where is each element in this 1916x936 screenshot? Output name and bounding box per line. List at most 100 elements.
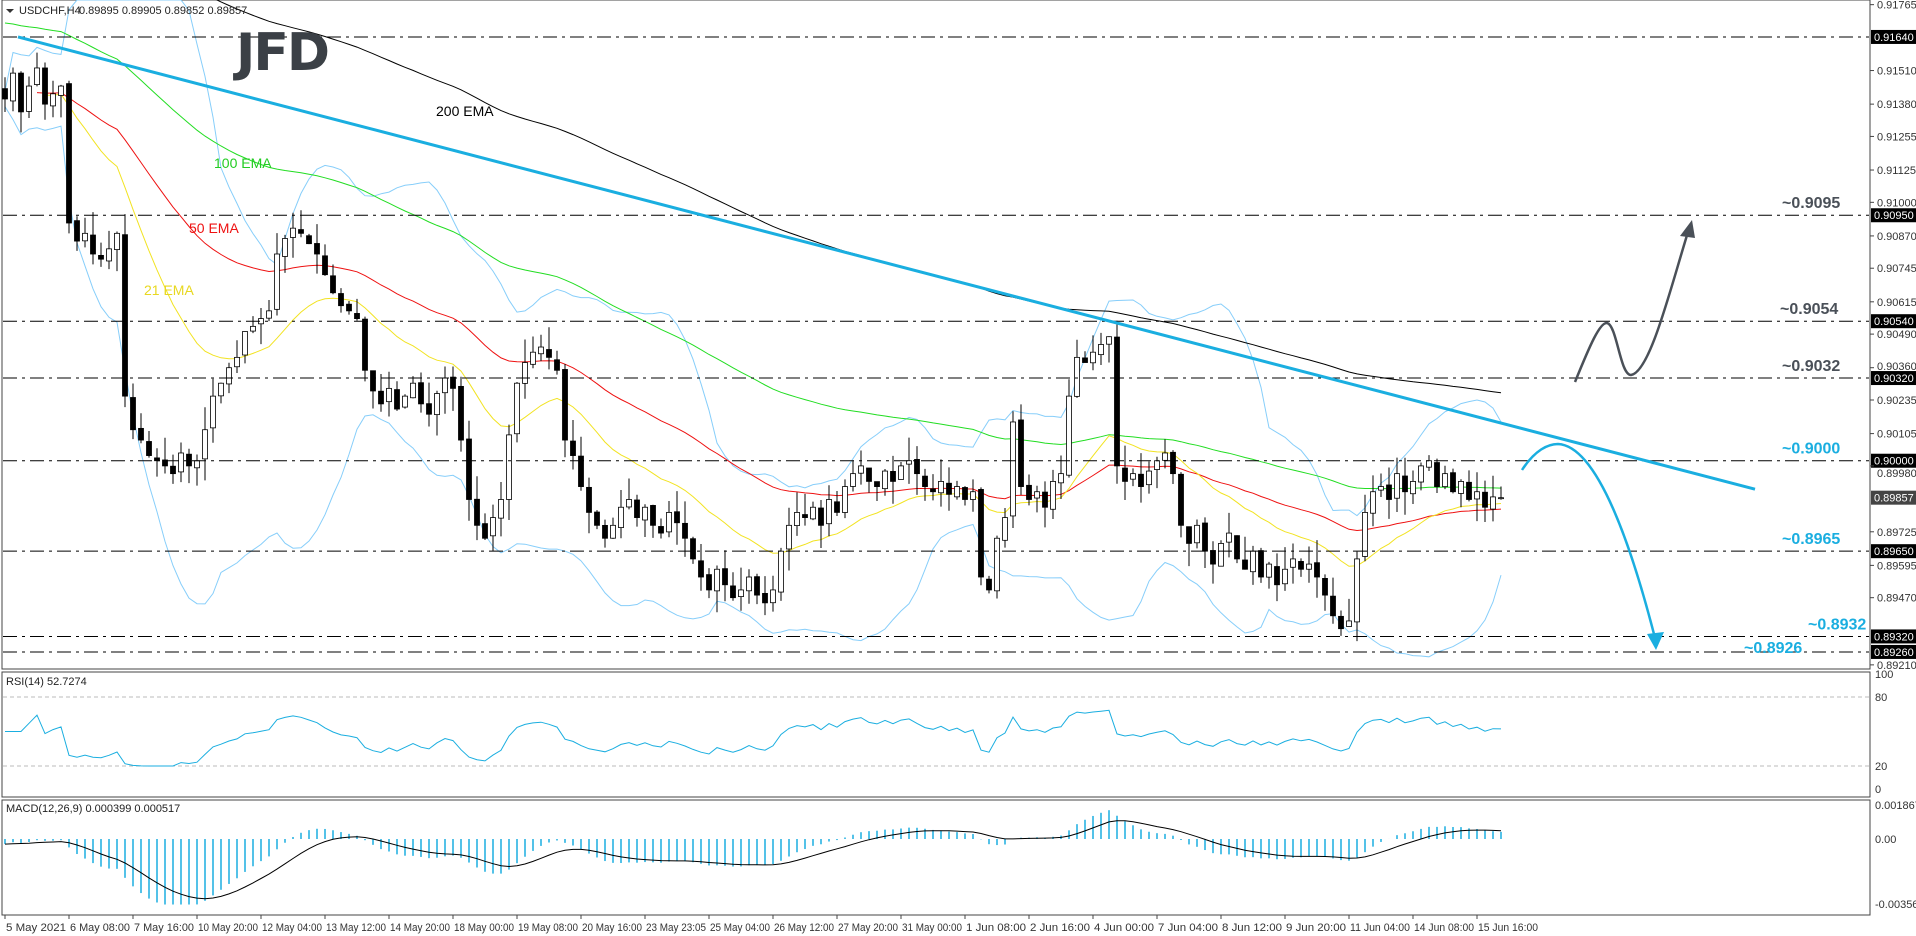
candle-body [1250, 550, 1256, 573]
time-tick-label: 14 Jun 08:00 [1414, 922, 1474, 934]
time-tick-label: 18 May 00:00 [454, 922, 514, 934]
candle-body [122, 234, 128, 397]
candle [378, 374, 384, 412]
candle [594, 510, 600, 530]
candle-body [426, 403, 432, 415]
macd-panel[interactable] [1, 799, 1871, 916]
ema50-label: 50 EMA [189, 220, 239, 236]
candle [570, 419, 576, 470]
candle [1442, 465, 1448, 490]
candle-body [714, 568, 720, 592]
rsi-line [5, 709, 1502, 767]
candle-body [994, 537, 1000, 592]
candle [2, 77, 8, 113]
candle-body [362, 318, 368, 371]
candle [1210, 541, 1216, 584]
ema21-line [44, 93, 1502, 567]
candle-body [1074, 356, 1080, 397]
candle-body [1346, 620, 1352, 627]
candle [178, 442, 184, 483]
candle [242, 331, 248, 364]
candle [834, 491, 840, 517]
candle [842, 479, 848, 519]
candle-body [618, 506, 624, 528]
candle [362, 316, 368, 382]
candle [1010, 411, 1016, 528]
candle-body [1314, 562, 1320, 578]
candle [314, 224, 320, 274]
rsi-panel[interactable] [1, 671, 1871, 798]
time-tick-label: 12 May 04:00 [262, 922, 322, 934]
candle [962, 486, 968, 506]
candle-body [842, 486, 848, 513]
time-tick-label: 4 Jun 00:00 [1094, 922, 1154, 934]
candle [746, 569, 752, 604]
candle-body [1394, 473, 1400, 499]
time-tick-label: 13 May 12:00 [326, 922, 386, 934]
symbol-dropdown-icon[interactable] [6, 9, 14, 13]
candle-body [1450, 472, 1456, 493]
candle [826, 485, 832, 537]
candle [1450, 468, 1456, 494]
candle-body [1034, 491, 1040, 499]
candle [234, 340, 240, 373]
time-tick-label: 26 May 12:00 [774, 922, 834, 934]
candle [322, 244, 328, 276]
price-panel[interactable] [1, 0, 1871, 670]
candle [666, 500, 672, 538]
level-label: ~0.9095 [1782, 195, 1840, 212]
macd-tick-label: 0.001867 [1875, 800, 1916, 812]
candle [1098, 332, 1104, 365]
candle [330, 264, 336, 295]
price-tick-label: 0.91000 [1877, 197, 1916, 209]
macd-header: MACD(12,26,9) 0.000399 0.000517 [6, 803, 180, 815]
candle-body [962, 487, 968, 500]
price-tick-label: 0.91255 [1877, 131, 1916, 143]
candle-body [1010, 421, 1016, 517]
candle-body [946, 482, 952, 495]
candle [554, 350, 560, 375]
candle-body [1058, 473, 1064, 484]
price-tick-label: 0.89470 [1877, 593, 1916, 605]
candle-body [1322, 578, 1328, 596]
candle-body [666, 512, 672, 533]
candle [74, 216, 80, 251]
axis-level-badge [1871, 29, 1916, 44]
candle-body [218, 382, 224, 397]
candle [722, 550, 728, 602]
level-label: ~0.8926 [1744, 640, 1802, 657]
candle [42, 62, 48, 120]
candle-body [42, 67, 48, 105]
candle [1090, 335, 1096, 371]
candle-body [570, 440, 576, 456]
price-tick-label: 0.91380 [1877, 99, 1916, 111]
descending-trendline[interactable] [17, 35, 1756, 491]
candle [450, 366, 456, 411]
price-tick-label: 0.89725 [1877, 527, 1916, 539]
candle-body [770, 589, 776, 604]
price-tick-label: 0.89980 [1877, 468, 1916, 480]
candle-body [866, 467, 872, 482]
candle-body [1298, 561, 1304, 570]
bollinger-upper-line [4, 0, 1502, 517]
candle [850, 460, 856, 492]
candle [98, 242, 104, 267]
candle [1026, 474, 1032, 506]
candle [818, 499, 824, 549]
candle [1234, 535, 1240, 564]
candle-body [194, 460, 200, 469]
candle-body [130, 397, 136, 431]
candle [530, 336, 536, 369]
candle-body [1154, 460, 1160, 470]
candle-body [450, 376, 456, 389]
candle-body [274, 253, 280, 310]
candle [1242, 536, 1248, 570]
candle-body [1482, 491, 1488, 508]
candle [1314, 540, 1320, 598]
candle-body [106, 248, 112, 262]
time-tick-label: 15 Jun 16:00 [1478, 922, 1538, 934]
candle [1466, 470, 1472, 502]
candle-body [1354, 558, 1360, 623]
candle [162, 437, 168, 474]
